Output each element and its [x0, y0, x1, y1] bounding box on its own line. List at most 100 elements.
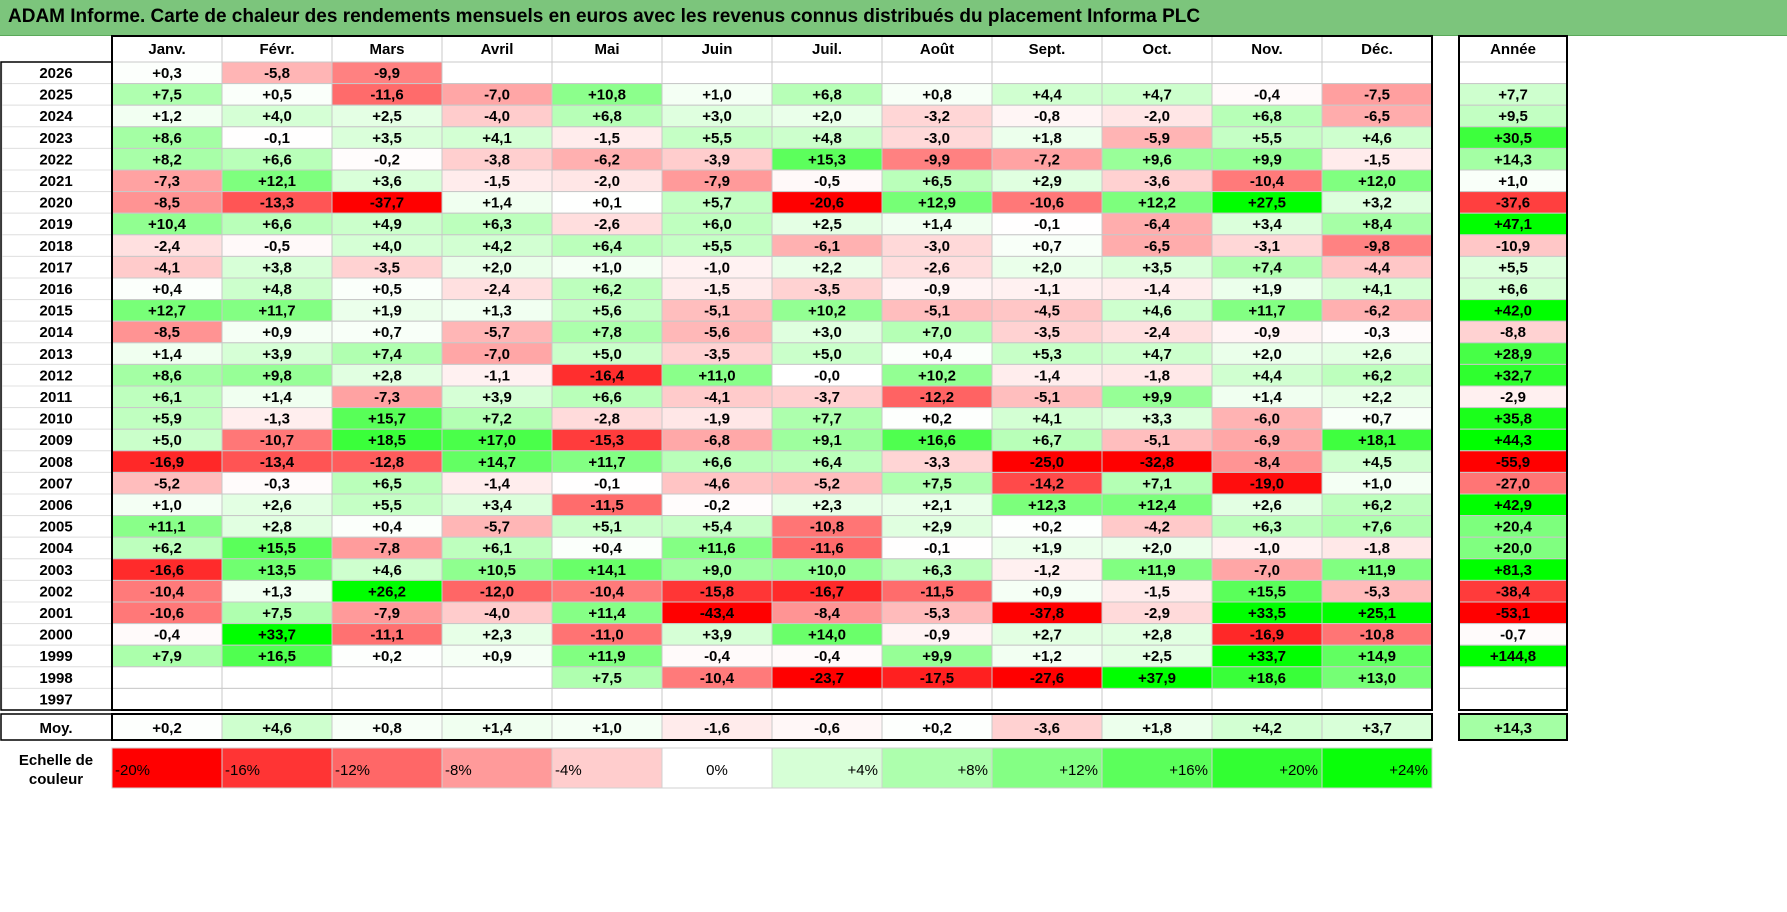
annual-cell-value: +1,0	[1498, 173, 1528, 190]
annual-cell-value: +42,9	[1494, 497, 1532, 514]
heatmap-cell-value: +5,3	[1032, 346, 1062, 363]
heatmap-cell-value: +0,7	[372, 324, 402, 341]
heatmap-cell-value: +7,7	[812, 411, 842, 428]
scale-swatch-label: +16%	[1169, 762, 1208, 779]
scale-swatch-label: 0%	[706, 762, 728, 779]
heatmap-cell-value: -10,4	[590, 583, 625, 600]
year-row-label: 2018	[39, 238, 72, 255]
heatmap-cell-value: -13,3	[260, 195, 294, 212]
heatmap-cell-value: +4,6	[1362, 130, 1392, 147]
heatmap-cell-value: -1,9	[704, 411, 730, 428]
heatmap-cell-value: +3,6	[372, 173, 402, 190]
heatmap-cell-value: +6,1	[482, 540, 512, 557]
heatmap-cell-value: +1,2	[1032, 648, 1062, 665]
scale-label-line2: couleur	[29, 771, 83, 788]
heatmap-cell-value: +11,0	[698, 367, 735, 384]
heatmap-cell-value: -5,1	[704, 303, 730, 320]
heatmap-cell-value: -12,0	[480, 583, 514, 600]
heatmap-cell-value: -1,2	[1034, 562, 1060, 579]
year-row-label: 2000	[39, 627, 72, 644]
heatmap-cell-value: -3,0	[924, 130, 950, 147]
heatmap-cell-value: +6,2	[1362, 367, 1392, 384]
annual-cell-value: -53,1	[1496, 605, 1530, 622]
heatmap-cell-value: +2,9	[1032, 173, 1062, 190]
heatmap-cell-value: -5,1	[924, 303, 950, 320]
heatmap-cell-value: -0,1	[924, 540, 950, 557]
year-row-label: 2007	[39, 475, 72, 492]
heatmap-cell-value: -5,3	[1364, 583, 1390, 600]
heatmap-cell-value: -2,6	[924, 259, 950, 276]
heatmap-cell-value: -15,3	[590, 432, 624, 449]
heatmap-cell-value: -6,5	[1364, 108, 1390, 125]
scale-swatch	[1321, 747, 1433, 789]
heatmap-cell-value: +15,3	[808, 151, 846, 168]
year-row-label: 2001	[39, 605, 72, 622]
heatmap-cell-value: -1,4	[484, 475, 511, 492]
heatmap-cell-value: +12,9	[918, 195, 956, 212]
heatmap-cell-value: -3,1	[1254, 238, 1280, 255]
annual-cell-value: +5,5	[1498, 259, 1528, 276]
heatmap-cell-value: -4,0	[484, 108, 510, 125]
heatmap-cell-value: -10,6	[150, 605, 184, 622]
heatmap-cell-value: -7,9	[704, 173, 730, 190]
heatmap-cell-value: +14,0	[808, 627, 846, 644]
heatmap-cell-value: +3,5	[1142, 259, 1172, 276]
heatmap-cell-value: +6,3	[922, 562, 952, 579]
scale-swatch	[441, 747, 553, 789]
heatmap-cell-value: -3,6	[1144, 173, 1170, 190]
heatmap-cell-value: +7,0	[922, 324, 952, 341]
scale-swatch-label: +24%	[1389, 762, 1428, 779]
heatmap-cell-value: -0,5	[264, 238, 290, 255]
heatmap-cell-value: +18,1	[1358, 432, 1396, 449]
heatmap-cell-value: -5,1	[1144, 432, 1170, 449]
heatmap-cell-value: +7,6	[1362, 519, 1392, 536]
heatmap-cell-value: -4,5	[1034, 303, 1060, 320]
scale-swatch	[1101, 747, 1213, 789]
heatmap-cell-value: +2,5	[812, 216, 842, 233]
heatmap-cell-value: -5,6	[704, 324, 730, 341]
heatmap-cell-value: +9,6	[1142, 151, 1172, 168]
year-row-label: 2022	[39, 151, 72, 168]
annual-cell-value: +32,7	[1494, 367, 1532, 384]
heatmap-cell-value: +0,4	[372, 519, 402, 536]
heatmap-cell-value: +2,0	[1142, 540, 1172, 557]
scale-swatch	[331, 747, 443, 789]
avg-cell-value: +4,2	[1252, 720, 1282, 737]
heatmap-cell-value: +1,0	[702, 87, 732, 104]
heatmap-cell-value: +3,4	[482, 497, 512, 514]
heatmap-cell-value: -7,0	[1254, 562, 1280, 579]
year-row-label: 2020	[39, 195, 72, 212]
heatmap-cell-value: -8,4	[1254, 454, 1281, 471]
heatmap-cell-value: +6,8	[812, 87, 842, 104]
heatmap-cell-value: -4,0	[484, 605, 510, 622]
heatmap-cell-value: -0,9	[1254, 324, 1280, 341]
heatmap-cell-value: +1,4	[922, 216, 952, 233]
year-row-label: 2008	[39, 454, 72, 471]
heatmap-cell-value: +16,6	[918, 432, 956, 449]
annual-cell	[1458, 666, 1568, 689]
heatmap-cell-value: -2,0	[594, 173, 620, 190]
heatmap-cell-value: -0,0	[814, 367, 840, 384]
heatmap-cell-value: -11,0	[590, 627, 623, 644]
heatmap-cell-value: +5,7	[702, 195, 732, 212]
heatmap-cell-value: +3,8	[262, 259, 292, 276]
heatmap-cell-value: -2,6	[594, 216, 620, 233]
heatmap-cell-value: +13,0	[1358, 670, 1396, 687]
heatmap-cell-value: +11,6	[698, 540, 735, 557]
heatmap-cell-value: -1,5	[594, 130, 620, 147]
annual-cell-value: +20,0	[1494, 540, 1532, 557]
annual-cell-value: +9,5	[1498, 108, 1528, 125]
heatmap-cell-value: -8,4	[814, 605, 841, 622]
avg-cell-value: -0,6	[814, 720, 840, 737]
title-bar: ADAM Informe. Carte de chaleur des rende…	[0, 0, 1787, 36]
year-row-label: 2019	[39, 216, 72, 233]
year-row-label: 2015	[39, 303, 72, 320]
heatmap-cell-value: +12,3	[1028, 497, 1066, 514]
month-header-label: Mars	[369, 41, 404, 58]
heatmap-cell-value: -6,2	[594, 151, 620, 168]
avg-cell	[551, 713, 663, 741]
heatmap-cell-value: +0,4	[922, 346, 952, 363]
heatmap-cell	[551, 687, 663, 711]
heatmap-cell-value: +14,9	[1358, 648, 1396, 665]
